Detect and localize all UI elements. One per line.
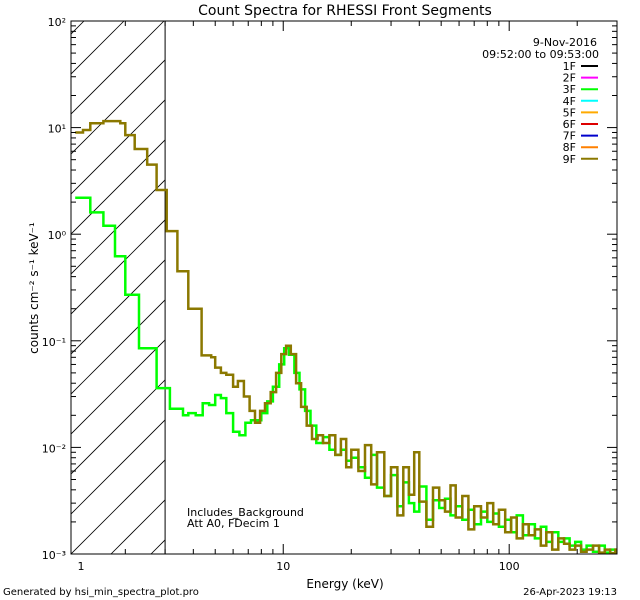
hatch-line: [71, 139, 166, 235]
footer-generated: Generated by hsi_min_spectra_plot.pro: [3, 587, 199, 598]
hatch-line: [71, 21, 125, 75]
plot-frame: [70, 20, 618, 555]
legend-label: 9F: [563, 153, 576, 166]
hatch-line: [71, 379, 166, 475]
chart-title: Count Spectra for RHESSI Front Segments: [198, 3, 492, 19]
legend-label: 3F: [563, 83, 576, 96]
legend-label: 5F: [563, 106, 576, 119]
hatch-line: [71, 59, 166, 155]
x-axis-label: Energy (keV): [306, 577, 383, 591]
y-tick-label: 10⁰: [48, 229, 67, 242]
hatch-line: [71, 419, 166, 515]
legend-label: 8F: [563, 141, 576, 154]
hatch-line: [71, 459, 166, 554]
footer-timestamp: 26-Apr-2023 19:13: [523, 587, 617, 598]
note-background: Includes_Background: [187, 506, 304, 519]
y-axis-label: counts cm⁻² s⁻¹ keV⁻¹: [27, 222, 41, 354]
time-range-label: 09:52:00 to 09:53:00: [482, 48, 599, 61]
y-tick-label: 10⁻²: [42, 442, 66, 455]
hatch-line: [110, 499, 166, 554]
legend-label: 7F: [563, 130, 576, 143]
y-tick-label: 10²: [48, 16, 66, 29]
legend-label: 6F: [563, 118, 576, 131]
series-9F: [75, 119, 617, 554]
x-tick-label: 1: [78, 560, 85, 573]
legend-label: 1F: [563, 60, 576, 73]
y-tick-label: 10¹: [48, 123, 66, 136]
hatch-line: [71, 179, 166, 275]
y-tick-label: 10⁻³: [42, 549, 66, 562]
hatch-line: [71, 99, 166, 195]
legend-label: 2F: [563, 72, 576, 85]
hatch-line: [71, 219, 166, 315]
y-tick-label: 10⁻¹: [42, 336, 66, 349]
note-attenuator: Att A0, FDecim 1: [187, 517, 280, 530]
hatch-line: [71, 259, 166, 355]
x-tick-label: 10: [276, 560, 290, 573]
x-tick-label: 100: [499, 560, 520, 573]
hatch-line: [71, 339, 166, 435]
date-label: 9-Nov-2016: [533, 36, 597, 49]
legend-label: 4F: [563, 95, 576, 108]
hatched-region: [71, 21, 166, 554]
hatch-line: [71, 21, 165, 115]
series-3F: [75, 196, 617, 554]
